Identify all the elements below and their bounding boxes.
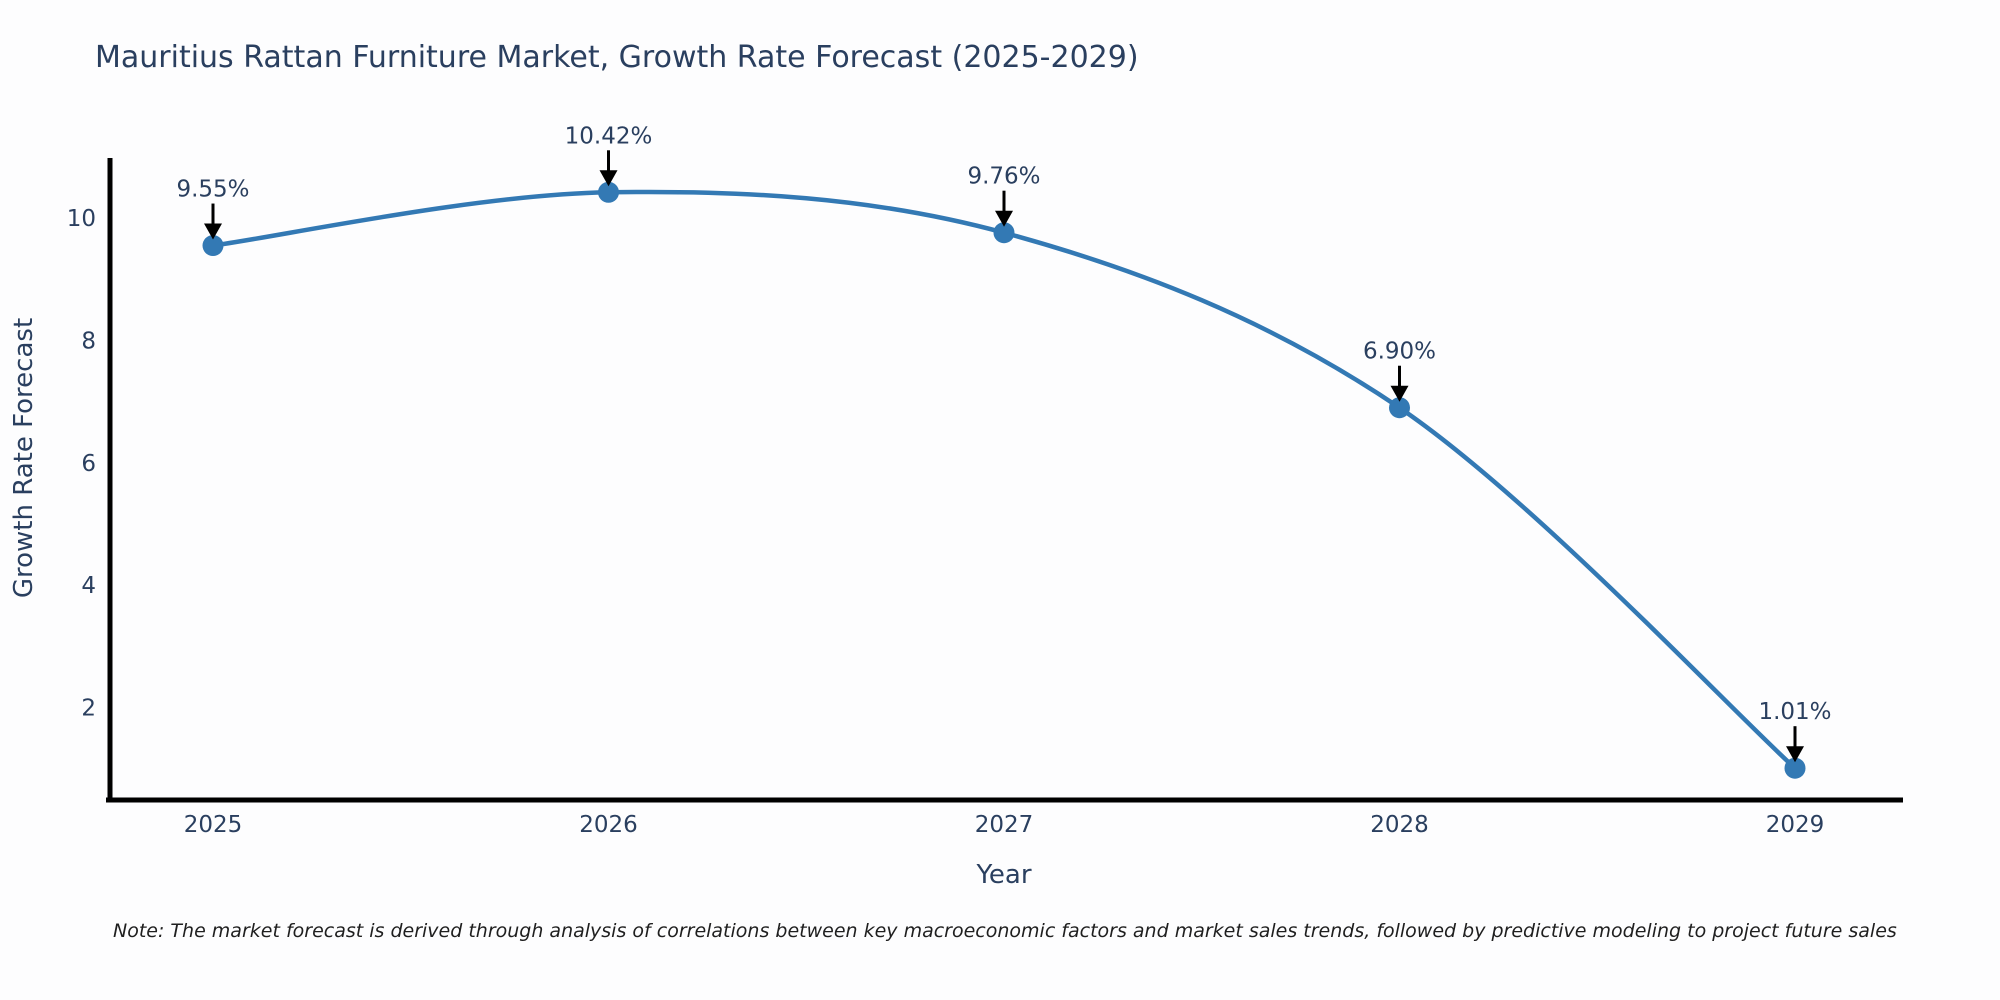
annotation-arrow-head bbox=[599, 170, 618, 187]
y-tick-label: 4 bbox=[81, 573, 96, 599]
x-tick-label: 2027 bbox=[975, 812, 1034, 838]
y-tick-label: 6 bbox=[81, 451, 96, 477]
data-point-2027 bbox=[993, 222, 1015, 244]
point-annotation-label: 1.01% bbox=[1758, 699, 1831, 725]
chart-title: Mauritius Rattan Furniture Market, Growt… bbox=[95, 40, 1139, 75]
x-tick-label: 2028 bbox=[1370, 812, 1429, 838]
x-tick-label: 2029 bbox=[1766, 812, 1825, 838]
annotation-arrow-head bbox=[1786, 746, 1804, 763]
data-point-2025 bbox=[202, 235, 224, 257]
y-axis-title: Growth Rate Forecast bbox=[9, 318, 39, 598]
y-tick-label: 8 bbox=[81, 328, 96, 354]
y-tick-label: 2 bbox=[81, 696, 96, 722]
data-point-2028 bbox=[1389, 397, 1410, 419]
footnote: Note: The market forecast is derived thr… bbox=[113, 920, 1897, 942]
x-tick-label: 2025 bbox=[184, 812, 243, 838]
annotation-arrow-head bbox=[204, 223, 222, 240]
x-axis-title: Year bbox=[975, 860, 1031, 890]
point-annotation-label: 9.76% bbox=[967, 164, 1040, 190]
data-point-2029 bbox=[1784, 757, 1806, 779]
point-annotation-label: 6.90% bbox=[1363, 339, 1436, 365]
point-annotation-label: 9.55% bbox=[176, 177, 249, 203]
point-annotation-label: 10.42% bbox=[565, 123, 653, 149]
forecast-line bbox=[210, 189, 1798, 771]
y-tick-label: 10 bbox=[67, 206, 96, 232]
data-point-2026 bbox=[598, 181, 619, 203]
annotation-arrow-head bbox=[1390, 385, 1409, 402]
annotation-arrow-head bbox=[995, 210, 1013, 227]
x-tick-label: 2026 bbox=[579, 812, 638, 838]
